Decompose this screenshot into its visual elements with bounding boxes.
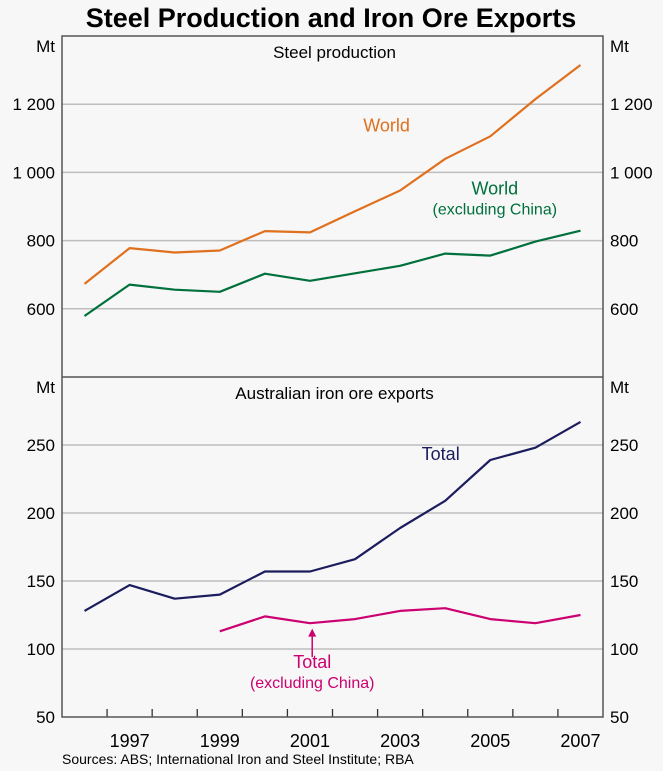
series-label-sub: (excluding China): [250, 675, 375, 692]
y-tick-label-left: 1 000: [12, 163, 55, 182]
y-tick-label-right: 100: [610, 640, 638, 659]
source-note: Sources: ABS; International Iron and Ste…: [62, 751, 414, 767]
gridlines: [62, 103, 603, 650]
series-label: Total: [422, 444, 460, 464]
series-label: World: [363, 115, 410, 135]
y-unit-right: Mt: [610, 37, 629, 56]
y-tick-label-left: 150: [27, 572, 55, 591]
annotation-arrow-head: [308, 628, 317, 637]
axis-labels: 600 600 800 800 1 000 1 000 1 200 1 200 Mt Mt Stee…: [12, 37, 652, 751]
x-tick-label: 2003: [380, 731, 420, 751]
panel-title: Steel production: [273, 43, 396, 62]
y-tick-label-right: 800: [610, 232, 638, 251]
series-lines: [83, 64, 582, 633]
panel-title: Australian iron ore exports: [235, 384, 433, 403]
plot-frame: [61, 35, 604, 718]
y-tick-label-left: 100: [27, 640, 55, 659]
series-label: World: [471, 179, 518, 199]
y-tick-label-left: 600: [27, 300, 55, 319]
series-line-total-ex-china: [219, 607, 581, 633]
y-unit-left: Mt: [36, 37, 55, 56]
y-unit-left: Mt: [36, 378, 55, 397]
y-tick-label-right: 50: [610, 708, 629, 727]
chart-title: Steel Production and Iron Ore Exports: [86, 3, 577, 33]
series-label: Total: [293, 652, 331, 672]
x-tick-label: 2007: [560, 731, 600, 751]
y-tick-label-left: 200: [27, 504, 55, 523]
y-tick-label-right: 1 000: [610, 163, 653, 182]
y-unit-right: Mt: [610, 378, 629, 397]
x-tick-label: 2001: [290, 731, 330, 751]
y-tick-label-right: 600: [610, 300, 638, 319]
x-tick-label: 1997: [110, 731, 150, 751]
y-tick-label-right: 200: [610, 504, 638, 523]
series-label-sub: (excluding China): [433, 202, 558, 219]
y-tick-label-left: 250: [27, 436, 55, 455]
series-line-total: [83, 420, 582, 612]
series-line-world: [83, 64, 582, 285]
y-tick-label-left: 800: [27, 232, 55, 251]
y-tick-label-left: 1 200: [12, 95, 55, 114]
y-tick-label-right: 150: [610, 572, 638, 591]
series-line-world-ex-china: [83, 229, 581, 317]
y-tick-label-left: 50: [36, 708, 55, 727]
x-tick-label: 2005: [470, 731, 510, 751]
x-tick-label: 1999: [200, 731, 240, 751]
y-tick-label-right: 250: [610, 436, 638, 455]
y-tick-label-right: 1 200: [610, 95, 653, 114]
